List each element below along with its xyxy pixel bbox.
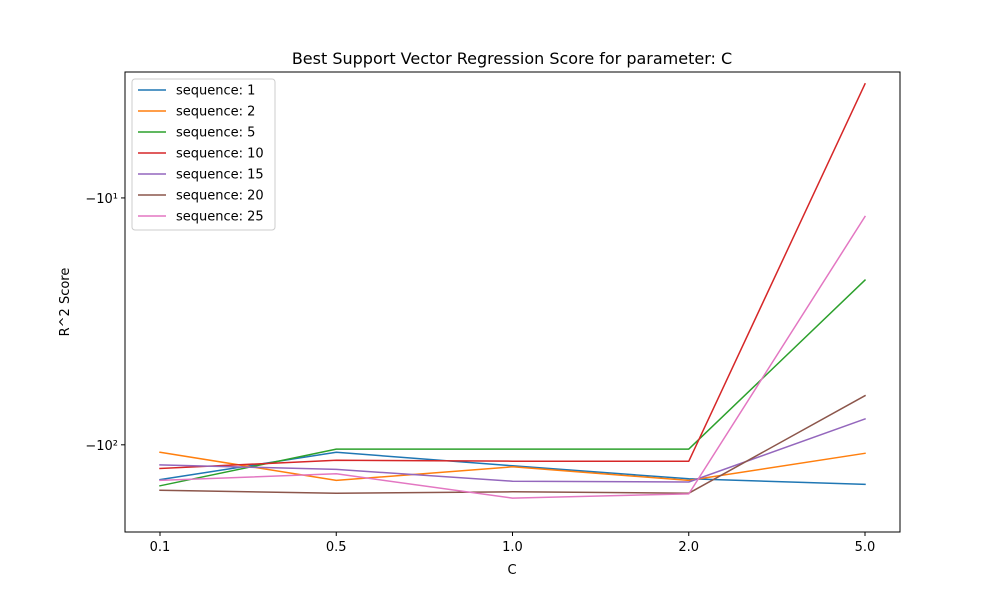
x-axis-ticks: 0.1 0.5 1.0 2.0 5.0 [150,532,876,555]
y-tick-label: −10¹ [85,192,118,207]
y-axis-label: R^2 Score [58,268,73,337]
series-line-4 [159,82,866,470]
legend-label-6: sequence: 20 [176,189,264,204]
legend: sequence: 1 sequence: 2 sequence: 5 sequenc… [131,78,276,231]
chart-title: Best Support Vector Regression Score for… [292,49,732,68]
y-tick-label: −10² [85,439,118,454]
x-tick-label: 2.0 [678,540,699,555]
legend-frame [131,78,276,231]
series-line-3 [159,279,867,487]
y-axis-ticks: −10¹ −10² [85,192,125,454]
plot-area-frame [124,71,901,533]
legend-label-4: sequence: 10 [176,147,264,162]
legend-label-2: sequence: 2 [176,105,255,120]
legend-label-5: sequence: 15 [176,168,264,183]
series-layer [159,82,867,499]
legend-label-7: sequence: 25 [176,210,264,225]
legend-label-3: sequence: 5 [176,126,255,141]
series-line-7 [159,215,867,499]
x-tick-label: 0.1 [150,540,171,555]
series-line-6 [159,394,867,494]
x-tick-label: 5.0 [855,540,876,555]
series-line-2 [159,451,866,482]
x-axis-label: C [507,563,516,578]
x-tick-label: 1.0 [502,540,523,555]
legend-label-1: sequence: 1 [176,84,255,99]
x-tick-label: 0.5 [326,540,347,555]
